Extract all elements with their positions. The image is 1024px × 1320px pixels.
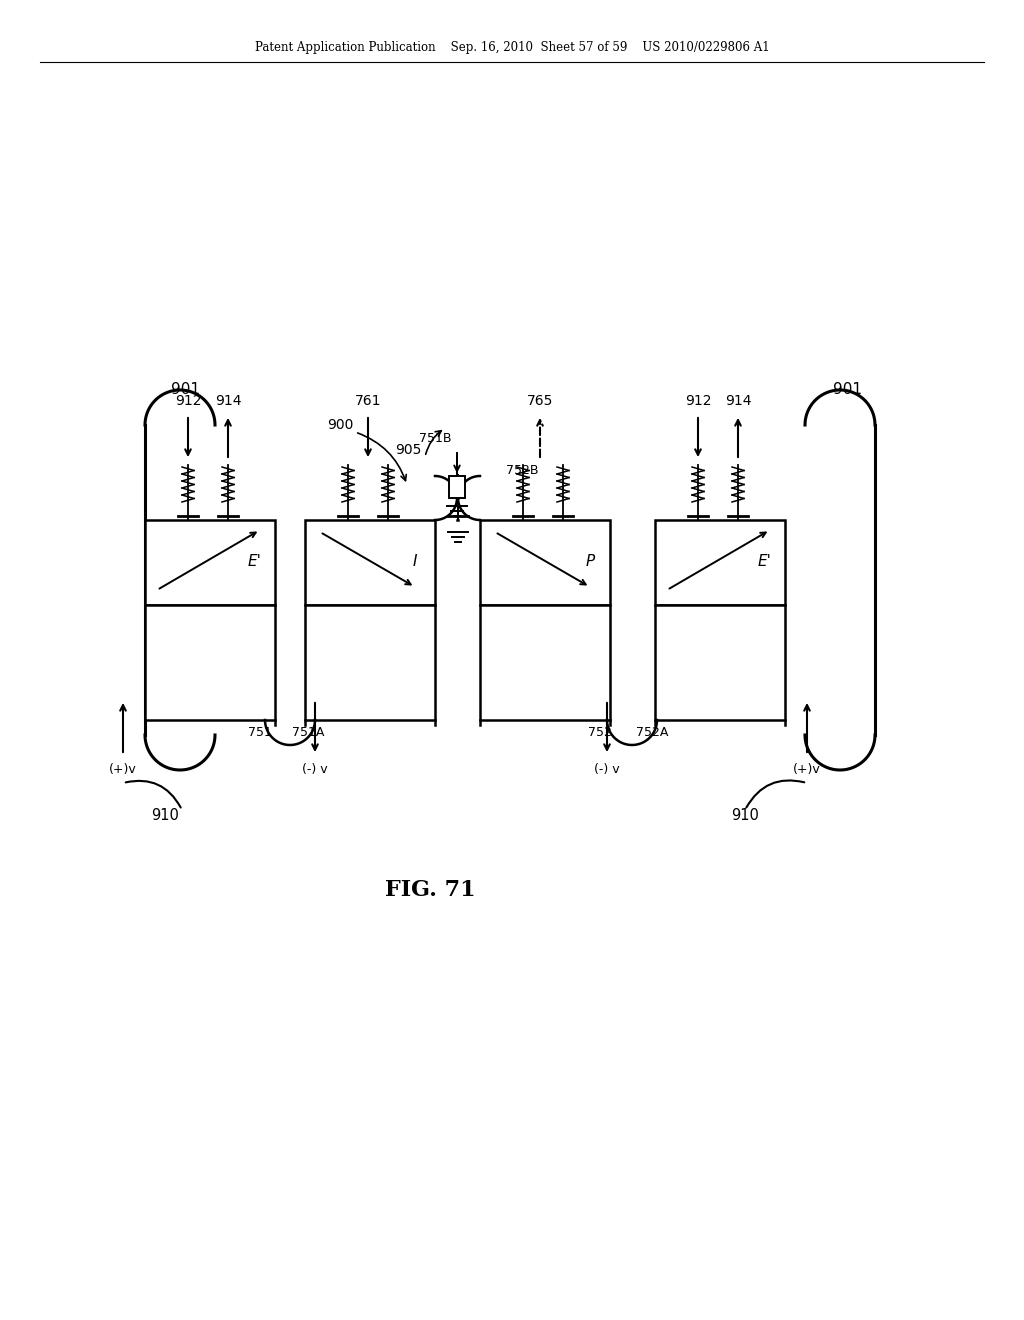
Text: 752: 752: [588, 726, 612, 739]
Bar: [305, 605, 435, 719]
Bar: [449, 477, 465, 498]
Bar: [480, 605, 610, 719]
Text: (+)v: (+)v: [794, 763, 821, 776]
Bar: [655, 520, 785, 605]
Bar: [480, 520, 610, 605]
Text: 761: 761: [354, 393, 381, 408]
Text: 751: 751: [248, 726, 272, 739]
Bar: [305, 520, 435, 605]
Text: (-) v: (-) v: [594, 763, 620, 776]
Text: 752B: 752B: [506, 463, 539, 477]
Text: 914: 914: [725, 393, 752, 408]
Text: (+)v: (+)v: [110, 763, 137, 776]
Text: 751B: 751B: [419, 433, 452, 446]
Text: 912: 912: [685, 393, 712, 408]
Text: 900: 900: [327, 418, 353, 432]
Text: 914: 914: [215, 393, 242, 408]
Text: 765: 765: [526, 393, 553, 408]
Text: 752A: 752A: [636, 726, 669, 739]
Text: Patent Application Publication    Sep. 16, 2010  Sheet 57 of 59    US 2010/02298: Patent Application Publication Sep. 16, …: [255, 41, 769, 54]
Text: FIG. 71: FIG. 71: [385, 879, 475, 902]
Text: 901: 901: [834, 383, 862, 397]
Text: I: I: [413, 554, 417, 569]
Text: 910: 910: [152, 808, 179, 822]
Text: P: P: [586, 554, 595, 569]
Text: E': E': [248, 554, 262, 569]
Bar: [145, 520, 275, 605]
Text: 912: 912: [175, 393, 202, 408]
Text: 905: 905: [395, 444, 421, 457]
Text: (-) v: (-) v: [302, 763, 328, 776]
Bar: [655, 605, 785, 719]
Text: 910: 910: [731, 808, 759, 822]
Text: 751A: 751A: [292, 726, 325, 739]
Text: 901: 901: [171, 383, 200, 397]
Text: E': E': [758, 554, 772, 569]
Bar: [145, 605, 275, 719]
